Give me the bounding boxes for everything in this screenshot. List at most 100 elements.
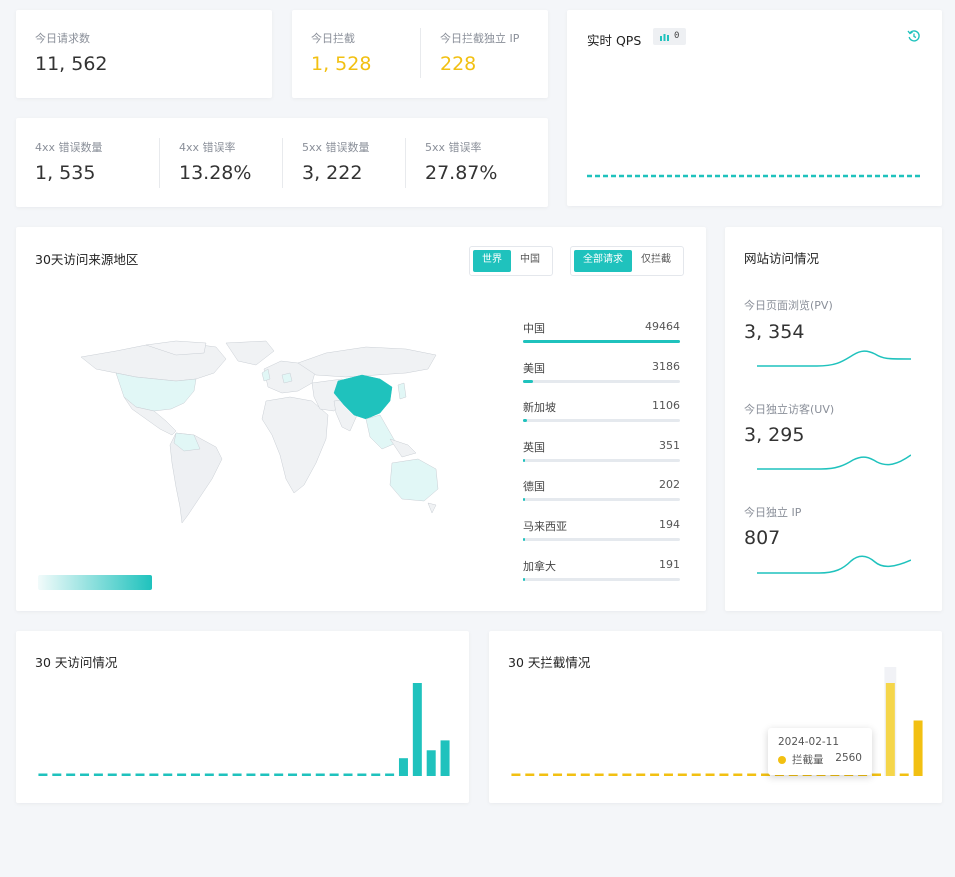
- tooltip-series-wrap: 拦截量: [778, 752, 824, 767]
- world-map: [80, 340, 439, 524]
- chart-bar[interactable]: [190, 773, 200, 777]
- ranking-name: 中国: [523, 322, 545, 335]
- site-card: 网站访问情况 今日页面浏览(PV) 3, 354 今日独立访客(UV) 3, 2…: [725, 227, 942, 611]
- ranking-bar-track: [523, 419, 680, 423]
- chart-bar[interactable]: [580, 773, 590, 777]
- uv-label: 今日独立访客(UV): [744, 403, 835, 416]
- chart-bar[interactable]: [93, 773, 103, 777]
- chart-bar[interactable]: [232, 773, 242, 777]
- chart-bar[interactable]: [301, 773, 311, 777]
- chart-bar[interactable]: [761, 773, 771, 777]
- chart-bar[interactable]: [871, 773, 881, 777]
- chart-bar[interactable]: [107, 773, 117, 777]
- err4xx-count-label: 4xx 错误数量: [35, 141, 103, 154]
- chart-bar[interactable]: [622, 773, 632, 777]
- chart-bar[interactable]: [385, 773, 395, 777]
- chart-bar[interactable]: [608, 773, 618, 777]
- chart-bar[interactable]: [899, 773, 909, 777]
- geo-card: 30天访问来源地区 世界 中国 全部请求 仅拦截: [16, 227, 706, 611]
- divider: [405, 138, 406, 188]
- tooltip-series: 拦截量: [792, 754, 824, 766]
- chart-bar[interactable]: [371, 773, 381, 777]
- pv-value: 3, 354: [744, 321, 805, 343]
- requests-label: 今日请求数: [35, 32, 90, 45]
- chart-bar[interactable]: [398, 758, 408, 776]
- ranking-value: 202: [659, 478, 680, 492]
- chart-bar[interactable]: [66, 773, 76, 777]
- chart-bar[interactable]: [663, 773, 673, 777]
- ranking-value: 191: [659, 557, 680, 571]
- ranking-value: 351: [659, 438, 680, 452]
- tab-world[interactable]: 世界: [473, 250, 511, 272]
- chart-bar[interactable]: [525, 773, 535, 777]
- chart-bar[interactable]: [177, 773, 187, 777]
- chart-bar[interactable]: [719, 773, 729, 777]
- tooltip-value: 2560: [835, 752, 862, 764]
- chart-bar[interactable]: [343, 773, 353, 777]
- chart-bar[interactable]: [594, 773, 604, 777]
- tab-all-requests[interactable]: 全部请求: [574, 250, 632, 272]
- intercepts-title: 30 天拦截情况: [508, 655, 591, 670]
- chart-bar[interactable]: [246, 773, 256, 777]
- ranking-value: 3186: [652, 359, 680, 373]
- chart-bar[interactable]: [677, 773, 687, 777]
- ranking-bar-track: [523, 379, 680, 383]
- qps-line: [587, 174, 923, 178]
- blocked-ip-value: 228: [440, 53, 477, 75]
- requests-value: 11, 562: [35, 53, 108, 75]
- ranking-bar-track: [523, 340, 680, 343]
- scope-switch: 世界 中国: [469, 246, 553, 276]
- chart-bar[interactable]: [149, 773, 159, 777]
- chart-bar[interactable]: [135, 773, 145, 777]
- ranking-bar-fill: [523, 340, 680, 343]
- chart-bar[interactable]: [913, 720, 923, 776]
- chart-bar[interactable]: [440, 740, 450, 776]
- visits-card: 30 天访问情况: [16, 631, 469, 803]
- chart-bar[interactable]: [539, 773, 549, 777]
- chart-bar[interactable]: [163, 773, 173, 777]
- err4xx-rate-value: 13.28%: [179, 162, 252, 184]
- ranking-name: 德国: [523, 480, 545, 494]
- ranking-bar-fill: [523, 379, 534, 383]
- chart-bar[interactable]: [329, 773, 339, 777]
- requests-card: 今日请求数 11, 562: [16, 10, 272, 98]
- blocked-value: 1, 528: [311, 53, 372, 75]
- chart-bar[interactable]: [52, 773, 62, 777]
- tab-blocked-only[interactable]: 仅拦截: [641, 254, 671, 265]
- chart-bar[interactable]: [733, 773, 743, 777]
- ranking-name: 新加坡: [523, 401, 556, 415]
- ranking-name: 美国: [523, 361, 545, 375]
- history-icon[interactable]: [907, 29, 921, 43]
- tab-china[interactable]: 中国: [520, 254, 540, 265]
- chart-bar[interactable]: [357, 773, 367, 777]
- chart-bar[interactable]: [288, 773, 298, 777]
- chart-bar[interactable]: [553, 773, 563, 777]
- chart-bar[interactable]: [747, 773, 757, 777]
- chart-bar[interactable]: [426, 750, 436, 776]
- chart-bar[interactable]: [121, 773, 131, 777]
- site-title: 网站访问情况: [744, 251, 820, 266]
- blocked-label: 今日拦截: [311, 32, 355, 45]
- chart-bar[interactable]: [636, 773, 646, 777]
- chart-bar[interactable]: [412, 683, 422, 776]
- ranking-name: 加拿大: [523, 559, 556, 573]
- chart-bar[interactable]: [274, 773, 284, 777]
- chart-bar[interactable]: [38, 773, 48, 777]
- tooltip-row: 拦截量 2560: [778, 752, 862, 767]
- chart-bar[interactable]: [260, 773, 270, 777]
- visits-title: 30 天访问情况: [35, 655, 118, 670]
- chart-bar[interactable]: [511, 773, 521, 777]
- chart-bar[interactable]: [566, 773, 576, 777]
- err5xx-count-value: 3, 222: [302, 162, 363, 184]
- chart-bar[interactable]: [691, 773, 701, 777]
- chart-bar[interactable]: [204, 773, 214, 777]
- tooltip-date: 2024-02-11: [778, 736, 840, 748]
- uv-sparkline: [757, 454, 911, 470]
- chart-bar[interactable]: [705, 773, 715, 777]
- chart-bar[interactable]: [885, 683, 895, 776]
- chart-bar[interactable]: [80, 773, 90, 777]
- pv-label: 今日页面浏览(PV): [744, 299, 833, 312]
- chart-bar[interactable]: [315, 773, 325, 777]
- chart-bar[interactable]: [218, 773, 228, 777]
- chart-bar[interactable]: [650, 773, 660, 777]
